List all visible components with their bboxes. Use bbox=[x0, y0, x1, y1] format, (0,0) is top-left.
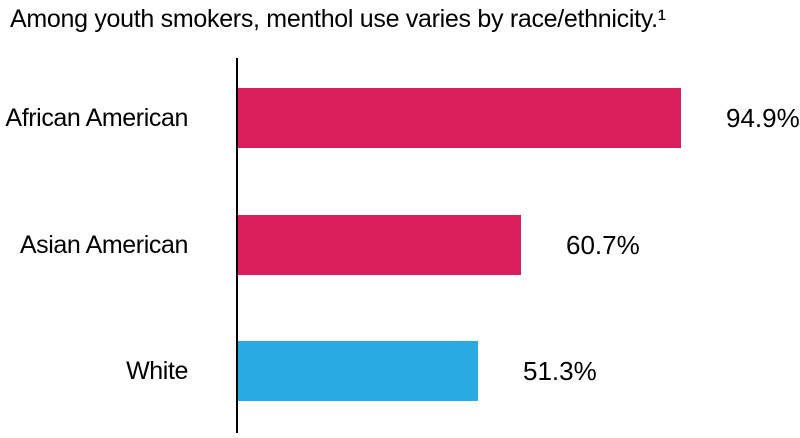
bar-asian-american bbox=[238, 215, 521, 275]
bar-white bbox=[238, 341, 478, 401]
category-label-white: White bbox=[126, 356, 188, 385]
y-axis-line bbox=[236, 58, 238, 433]
bar-row-african-american: African American 94.9% bbox=[0, 88, 800, 148]
category-label-asian-american: Asian American bbox=[19, 230, 189, 259]
category-label-african-american: African American bbox=[5, 103, 188, 132]
chart-title: Among youth smokers, menthol use varies … bbox=[10, 5, 666, 33]
value-label-asian-american: 60.7% bbox=[566, 229, 640, 260]
bar-row-white: White 51.3% bbox=[0, 341, 800, 401]
bar-row-asian-american: Asian American 60.7% bbox=[0, 215, 800, 275]
value-label-white: 51.3% bbox=[523, 355, 597, 386]
bar-african-american bbox=[238, 88, 681, 148]
value-label-african-american: 94.9% bbox=[726, 102, 800, 133]
